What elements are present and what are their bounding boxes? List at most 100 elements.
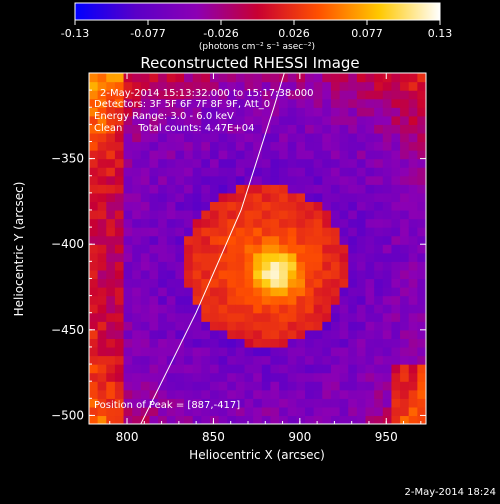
- heatmap-cell: [166, 98, 177, 108]
- heatmap-cell: [287, 124, 297, 134]
- heatmap-cell: [106, 278, 116, 288]
- heatmap-cell: [244, 261, 254, 271]
- heatmap-cell: [374, 227, 384, 237]
- heatmap-cell: [227, 141, 237, 151]
- heatmap-cell: [132, 235, 142, 245]
- heatmap-cell: [382, 415, 393, 424]
- heatmap-cell: [123, 287, 133, 297]
- heatmap-cell: [123, 415, 133, 424]
- heatmap-cell: [158, 192, 168, 203]
- heatmap-cell: [97, 184, 107, 194]
- heatmap-cell: [287, 415, 297, 424]
- heatmap-cell: [253, 312, 263, 322]
- heatmap-cell: [209, 90, 220, 100]
- heatmap-cell: [313, 244, 323, 254]
- heatmap-cell: [356, 381, 367, 391]
- heatmap-cell: [140, 158, 151, 168]
- heatmap-cell: [417, 218, 426, 228]
- heatmap-cell: [339, 218, 349, 228]
- colorbar-units: (photons cm⁻² s⁻¹ asec⁻²): [199, 42, 315, 52]
- heatmap-cell: [391, 150, 401, 160]
- heatmap-cell: [158, 278, 168, 288]
- heatmap-cell: [106, 321, 116, 331]
- heatmap-cell: [253, 73, 263, 83]
- heatmap-cell: [382, 124, 393, 134]
- heatmap-cell: [417, 167, 426, 177]
- heatmap-cell: [313, 329, 323, 339]
- heatmap-cell: [296, 304, 306, 314]
- heatmap-cell: [374, 321, 384, 331]
- heatmap-cell: [287, 167, 297, 177]
- heatmap-cell: [339, 321, 349, 331]
- heatmap-cell: [330, 235, 341, 245]
- heatmap-cell: [132, 115, 142, 125]
- heatmap-cell: [149, 150, 159, 160]
- heatmap-cell: [365, 201, 375, 211]
- heatmap-cell: [382, 175, 393, 185]
- heatmap-cell: [166, 227, 177, 237]
- heatmap-cell: [253, 235, 263, 245]
- heatmap-cell: [166, 312, 177, 322]
- heatmap-cell: [313, 338, 323, 348]
- heatmap-cell: [235, 158, 246, 168]
- heatmap-cell: [201, 192, 211, 203]
- heatmap-cell: [322, 329, 332, 339]
- heatmap-cell: [365, 184, 375, 194]
- heatmap-cell: [184, 252, 194, 262]
- heatmap-cell: [339, 312, 349, 322]
- heatmap-cell: [287, 150, 297, 160]
- heatmap-cell: [209, 295, 220, 305]
- heatmap-cell: [330, 364, 341, 374]
- heatmap-cell: [391, 329, 401, 339]
- heatmap-cell: [132, 150, 142, 160]
- heatmap-cell: [261, 90, 272, 100]
- heatmap-cell: [123, 261, 133, 271]
- heatmap-cell: [330, 372, 341, 382]
- heatmap-cell: [365, 192, 375, 203]
- heatmap-cell: [382, 167, 393, 177]
- heatmap-cell: [158, 184, 168, 194]
- heatmap-cell: [365, 364, 375, 374]
- heatmap-cell: [313, 115, 323, 125]
- heatmap-cell: [235, 124, 246, 134]
- heatmap-cell: [184, 355, 194, 365]
- heatmap-cell: [253, 355, 263, 365]
- heatmap-cell: [339, 132, 349, 143]
- heatmap-cell: [296, 295, 306, 305]
- heatmap-cell: [192, 90, 202, 100]
- heatmap-cell: [192, 81, 202, 91]
- heatmap-cell: [382, 321, 393, 331]
- heatmap-cell: [149, 252, 159, 262]
- heatmap-cell: [348, 381, 358, 391]
- y-axis-label: Heliocentric Y (arcsec): [12, 182, 26, 317]
- heatmap-cell: [322, 209, 332, 220]
- heatmap-cell: [149, 209, 159, 220]
- heatmap-cell: [348, 261, 358, 271]
- heatmap-cell: [114, 364, 125, 374]
- heatmap-cell: [184, 227, 194, 237]
- heatmap-cell: [114, 175, 125, 185]
- heatmap-cell: [227, 304, 237, 314]
- heatmap-cell: [270, 346, 280, 357]
- heatmap-cell: [158, 167, 168, 177]
- heatmap-cell: [365, 209, 375, 220]
- heatmap-cell: [114, 73, 125, 83]
- heatmap-cell: [408, 261, 418, 271]
- heatmap-cell: [330, 381, 341, 391]
- heatmap-cell: [279, 338, 289, 348]
- heatmap-cell: [244, 158, 254, 168]
- heatmap-cell: [287, 175, 297, 185]
- heatmap-cell: [417, 415, 426, 424]
- heatmap-cell: [382, 287, 393, 297]
- heatmap-cell: [201, 329, 211, 339]
- heatmap-cell: [166, 364, 177, 374]
- heatmap-cell: [97, 244, 107, 254]
- heatmap-cell: [279, 209, 289, 220]
- heatmap-cell: [374, 406, 384, 417]
- heatmap-cell: [89, 398, 99, 408]
- heatmap-cell: [330, 90, 341, 100]
- heatmap-cell: [322, 355, 332, 365]
- heatmap-cell: [313, 158, 323, 168]
- heatmap-cell: [227, 261, 237, 271]
- heatmap-cell: [305, 73, 315, 83]
